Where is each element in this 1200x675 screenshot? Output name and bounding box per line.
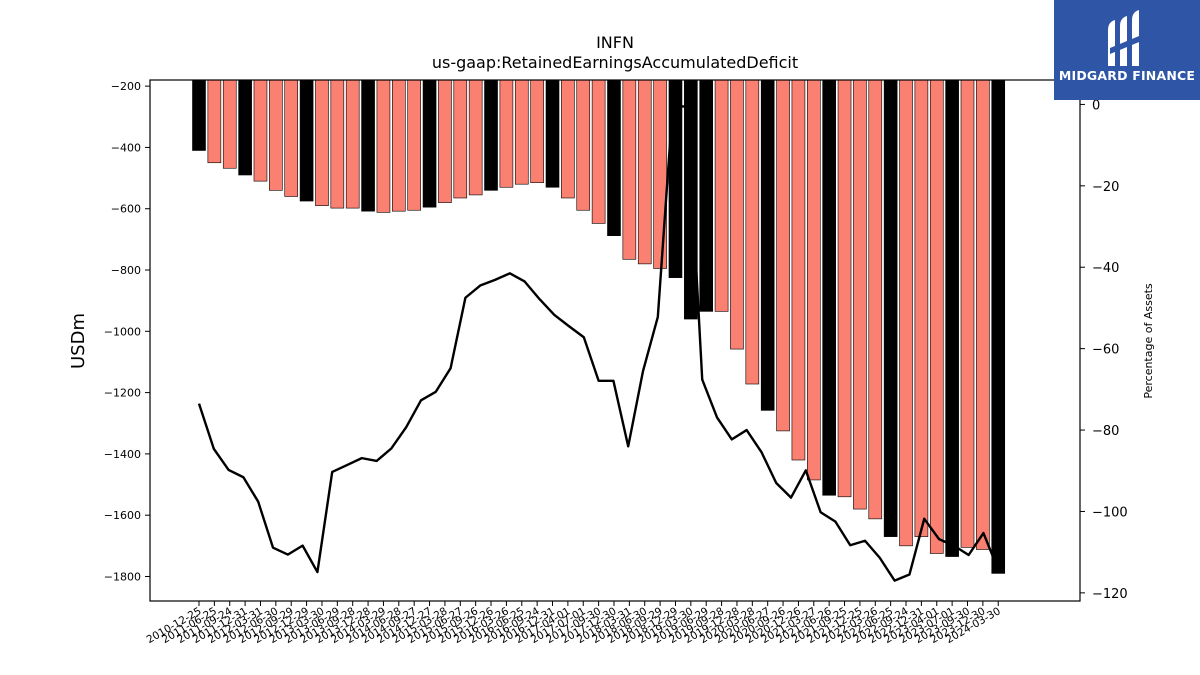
bar [868, 79, 883, 520]
bar [530, 79, 544, 183]
chart-title: INFN [596, 33, 634, 52]
bar [745, 79, 760, 385]
bar [561, 79, 575, 199]
bar [837, 79, 852, 498]
bar [806, 79, 821, 481]
bar [299, 79, 314, 202]
bar [422, 79, 437, 208]
bar [914, 79, 929, 537]
y-axis-label: USDm [68, 313, 89, 369]
bar [392, 79, 406, 212]
y-axis-left: −200 −400 −600 −800 −1000 −1200 −1400 −1600 −180… [104, 80, 150, 583]
bar [376, 79, 391, 213]
y2-tick-label: −80 [1092, 424, 1119, 439]
y-tick-label: −800 [111, 264, 141, 277]
brand-logo: MIDGARD FINANCE [1054, 0, 1200, 100]
percent-line-group [197, 105, 1000, 582]
bar [514, 79, 529, 185]
y-tick-label: −200 [111, 80, 141, 93]
bar [253, 79, 268, 182]
y2-tick-label: −20 [1092, 180, 1119, 195]
bar [637, 79, 652, 265]
bar [591, 79, 606, 224]
y-tick-label: −600 [111, 203, 141, 216]
bar [499, 79, 514, 188]
bar [699, 79, 714, 312]
bars-group [192, 79, 1006, 574]
bar [269, 79, 283, 191]
brand-name: MIDGARD FINANCE [1058, 68, 1196, 83]
y-tick-label: −1600 [104, 509, 141, 522]
bar [622, 79, 637, 260]
y2-tick-label: −120 [1092, 587, 1128, 602]
bar [407, 79, 421, 211]
bar [776, 79, 790, 432]
bar [929, 79, 944, 554]
y2-tick-label: −100 [1092, 505, 1128, 520]
bar [284, 79, 299, 197]
bar [238, 79, 252, 176]
chart-subtitle: us-gaap:RetainedEarningsAccumulatedDefic… [432, 53, 798, 72]
y2-tick-label: −40 [1092, 261, 1119, 276]
bar [684, 79, 698, 320]
bar [315, 79, 329, 206]
bar [545, 79, 560, 188]
bar [361, 79, 375, 212]
bar [960, 79, 975, 548]
bar [976, 79, 990, 550]
y-axis-right: 0 −20 −40 −60 −80 −100 −120 [1080, 98, 1128, 602]
y-tick-label: −1000 [104, 325, 141, 338]
y-tick-label: −400 [111, 141, 141, 154]
y-tick-label: −1400 [104, 448, 141, 461]
bar [883, 79, 898, 537]
x-axis: 2010-12-252011-06-252011-09-242011-12-31… [145, 601, 1003, 646]
bar [714, 79, 729, 312]
bar [192, 79, 206, 151]
bar [899, 79, 913, 547]
plot-frame [149, 79, 1081, 602]
bar [345, 79, 360, 209]
y-tick-label: −1200 [104, 387, 141, 400]
y2-tick-label: −60 [1092, 343, 1119, 358]
bar [607, 79, 621, 236]
bar [822, 79, 836, 496]
bar [207, 79, 222, 164]
bar [484, 79, 498, 191]
bar [468, 79, 483, 196]
bar [576, 79, 591, 211]
bar [760, 79, 775, 411]
bar [222, 79, 237, 169]
y2-axis-label: Percentage of Assets [1142, 283, 1155, 399]
y-tick-label: −1800 [104, 570, 141, 583]
bar [653, 79, 667, 269]
percent-of-assets-line [197, 105, 1000, 582]
y2-tick-label: 0 [1092, 98, 1100, 113]
bar [668, 79, 683, 278]
bar [853, 79, 867, 510]
bar [330, 79, 345, 209]
bar [945, 79, 959, 557]
bar [791, 79, 806, 461]
bar [991, 79, 1006, 574]
bar [438, 79, 452, 203]
bar [730, 79, 744, 350]
bar [453, 79, 468, 199]
midgard-logo-icon [1108, 10, 1144, 66]
